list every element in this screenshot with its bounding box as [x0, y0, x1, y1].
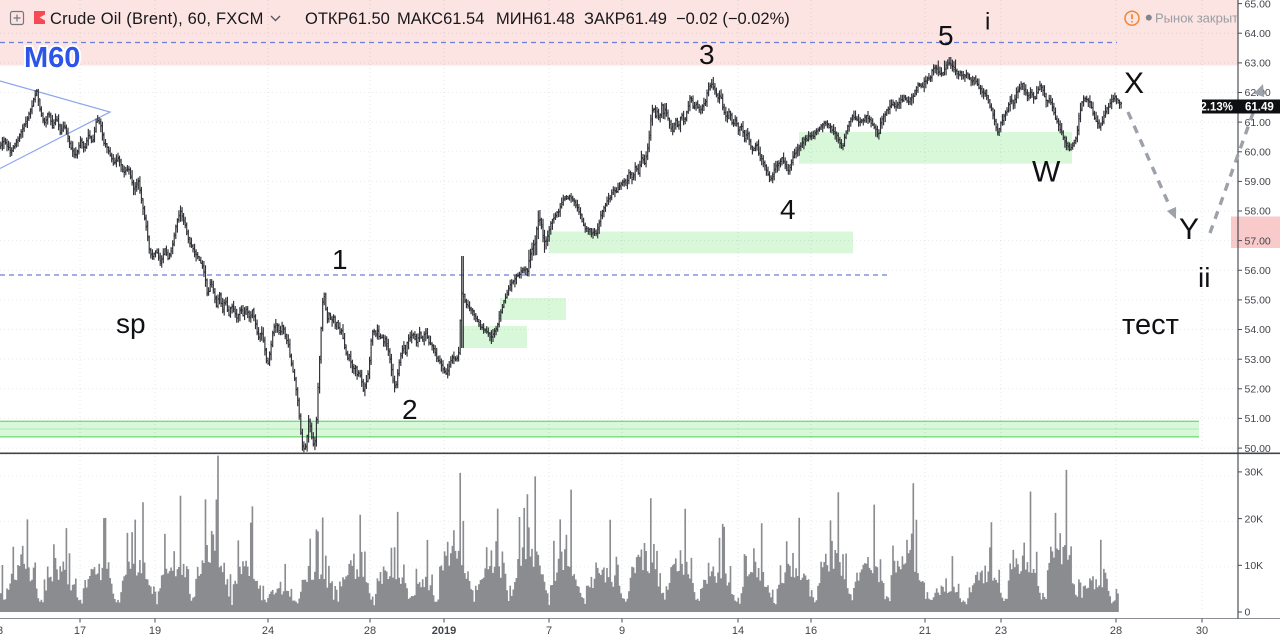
svg-text:МАКС61.54: МАКС61.54 — [397, 10, 484, 28]
svg-text:55.00: 55.00 — [1245, 295, 1271, 307]
svg-text:Y: Y — [1179, 213, 1199, 246]
svg-text:10K: 10K — [1245, 560, 1264, 572]
svg-text:30K: 30K — [1245, 467, 1264, 479]
svg-text:М60: М60 — [24, 42, 80, 74]
svg-text:63.00: 63.00 — [1245, 58, 1271, 70]
svg-text:23: 23 — [995, 625, 1007, 637]
svg-text:W: W — [1032, 156, 1061, 189]
svg-text:МИН61.48: МИН61.48 — [496, 10, 575, 28]
svg-text:61.49: 61.49 — [1245, 102, 1274, 114]
svg-text:60.00: 60.00 — [1245, 146, 1271, 158]
svg-text:64.00: 64.00 — [1245, 28, 1271, 40]
svg-text:X: X — [1124, 67, 1144, 100]
svg-text:21: 21 — [919, 625, 931, 637]
svg-text:50.00: 50.00 — [1245, 443, 1271, 455]
svg-text:ОТКР61.50: ОТКР61.50 — [305, 10, 390, 28]
svg-text:7: 7 — [546, 625, 552, 637]
svg-text:−0.02 (−0.02%): −0.02 (−0.02%) — [676, 10, 790, 28]
svg-text:17: 17 — [74, 625, 86, 637]
svg-text:30: 30 — [1196, 625, 1208, 637]
svg-text:53.00: 53.00 — [1245, 354, 1271, 366]
svg-text:ЗАКР61.49: ЗАКР61.49 — [584, 10, 667, 28]
svg-text:sp: sp — [116, 308, 146, 339]
svg-text:2: 2 — [402, 394, 418, 425]
svg-text:20K: 20K — [1245, 513, 1264, 525]
svg-text:54.00: 54.00 — [1245, 324, 1271, 336]
svg-text:57.00: 57.00 — [1245, 235, 1271, 247]
svg-text:3: 3 — [699, 39, 715, 70]
svg-text:51.00: 51.00 — [1245, 413, 1271, 425]
svg-text:тест: тест — [1122, 309, 1179, 341]
svg-text:24: 24 — [262, 625, 274, 637]
svg-text:19: 19 — [149, 625, 161, 637]
svg-text:1: 1 — [332, 244, 348, 275]
svg-text:5: 5 — [938, 20, 954, 51]
svg-text:0: 0 — [1245, 607, 1251, 619]
svg-text:2019: 2019 — [432, 625, 456, 637]
svg-text:2.13%: 2.13% — [1200, 102, 1233, 114]
svg-text:Crude Oil (Brent), 60, FXCM: Crude Oil (Brent), 60, FXCM — [50, 10, 264, 28]
svg-text:14: 14 — [732, 625, 744, 637]
svg-text:28: 28 — [1110, 625, 1122, 637]
svg-text:58.00: 58.00 — [1245, 206, 1271, 218]
svg-text:28: 28 — [364, 625, 376, 637]
svg-text:13: 13 — [0, 625, 3, 637]
svg-text:9: 9 — [619, 625, 625, 637]
svg-text:65.00: 65.00 — [1245, 0, 1271, 10]
svg-text:ii: ii — [1198, 262, 1210, 293]
svg-text:4: 4 — [780, 194, 796, 225]
svg-text:56.00: 56.00 — [1245, 265, 1271, 277]
svg-text:59.00: 59.00 — [1245, 176, 1271, 188]
svg-text:52.00: 52.00 — [1245, 384, 1271, 396]
svg-text:Рынок закрыт: Рынок закрыт — [1155, 11, 1238, 26]
svg-text:i: i — [985, 9, 990, 36]
svg-text:16: 16 — [805, 625, 817, 637]
